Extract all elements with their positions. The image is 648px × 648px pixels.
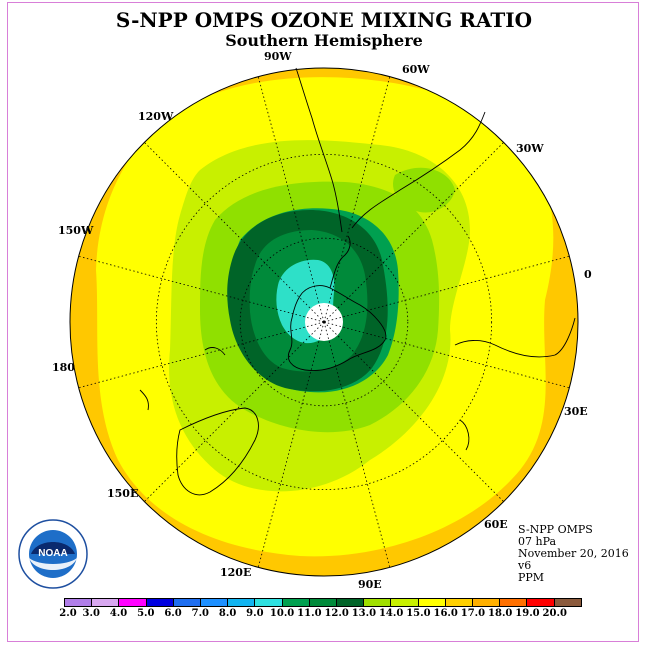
colorbar-swatch [527, 599, 555, 606]
map-subtitle: Southern Hemisphere [225, 31, 423, 50]
noaa-logo: NOAA [18, 519, 88, 589]
colorbar-swatch [92, 599, 120, 606]
colorbar-swatch [146, 599, 174, 606]
date-label: November 20, 2016 [518, 547, 629, 560]
colorbar-tick-label: 2.0 [59, 608, 77, 619]
pressure-level: 07 hPa [518, 535, 557, 548]
colorbar-tick-label: 4.0 [109, 608, 128, 619]
colorbar-swatch [391, 599, 419, 606]
colorbar-tick-label: 8.0 [218, 608, 237, 619]
colorbar-tick-label: 7.0 [191, 608, 210, 619]
lon-label-150w: 150W [58, 224, 94, 237]
colorbar-swatch [445, 599, 474, 606]
antarctic-peninsula [329, 235, 351, 289]
lon-label-60w: 60W [402, 63, 430, 76]
coastlines [139, 67, 576, 496]
colorbar-tick-label: 5.0 [137, 608, 155, 619]
colorbar-tick-label: 14.0 [378, 608, 404, 619]
colorbar-swatch [255, 599, 283, 606]
colorbar-tick-label: 6.0 [164, 608, 182, 619]
colorbar-tick-label: 10.0 [269, 608, 295, 619]
colorbar-swatch [119, 599, 147, 606]
colorbar-tick-label: 17.0 [460, 608, 486, 619]
australia-coast [176, 407, 259, 496]
colorbar-swatch [228, 599, 256, 606]
colorbar-swatch [337, 599, 365, 606]
lat-lon-grid [69, 67, 579, 577]
latitude-circle [239, 237, 409, 407]
ozone-band-13-14-patch [392, 167, 455, 213]
colorbar-tick-label: 9.0 [246, 608, 264, 619]
map-title: S-NPP OMPS OZONE MIXING RATIO [115, 8, 533, 32]
units-label: PPM [518, 571, 545, 584]
colorbar-tick-label: 13.0 [351, 608, 377, 619]
colorbar-swatch [309, 599, 338, 606]
south-pole-marker [322, 320, 326, 324]
colorbar [64, 598, 582, 607]
lon-label-150e: 150E [107, 487, 139, 500]
map-boundary [69, 67, 579, 577]
south-america-east-coast [351, 111, 486, 229]
version-label: v6 [518, 559, 532, 572]
colorbar-tick-label: 11.0 [297, 608, 322, 619]
lon-label-90w: 90W [264, 50, 292, 63]
latitude-circle [155, 153, 493, 491]
lon-label-30e: 30E [564, 405, 588, 418]
lon-label-0: 0 [584, 268, 592, 281]
africa-coast [454, 317, 576, 358]
lon-label-90e: 90E [358, 578, 382, 591]
colorbar-swatch [65, 599, 93, 606]
colorbar-tick-label: 12.0 [324, 608, 349, 619]
colorbar-tick-label: 15.0 [406, 608, 431, 619]
colorbar-swatch [201, 599, 229, 606]
lon-label-60e: 60E [484, 518, 508, 531]
lon-label-120e: 120E [220, 566, 252, 579]
colorbar-swatch [282, 599, 310, 606]
colorbar-swatch [364, 599, 392, 606]
madagascar [459, 419, 470, 451]
instrument-label: S-NPP OMPS [518, 523, 593, 536]
colorbar-tick-label: 18.0 [488, 608, 513, 619]
colorbar-swatch [418, 599, 446, 606]
product-info: S-NPP OMPS 07 hPa November 20, 2016 v6 P… [518, 524, 629, 584]
lon-label-120w: 120W [138, 110, 174, 123]
colorbar-tick-label: 3.0 [82, 608, 100, 619]
new-zealand [139, 347, 226, 411]
colorbar-tick-label: 20.0 [542, 608, 567, 619]
image-frame [7, 2, 639, 642]
colorbar-swatch [173, 599, 202, 606]
lon-label-180: 180 [52, 361, 75, 374]
lon-label-30w: 30W [516, 142, 544, 155]
logo-text: NOAA [38, 548, 67, 559]
colorbar-swatch [473, 599, 501, 606]
colorbar-tick-label: 16.0 [433, 608, 458, 619]
colorbar-swatch [554, 599, 581, 606]
antarctica-coast [287, 285, 387, 371]
south-america-coast [295, 67, 343, 233]
colorbar-tick-label: 19.0 [515, 608, 540, 619]
colorbar-swatch [500, 599, 528, 606]
